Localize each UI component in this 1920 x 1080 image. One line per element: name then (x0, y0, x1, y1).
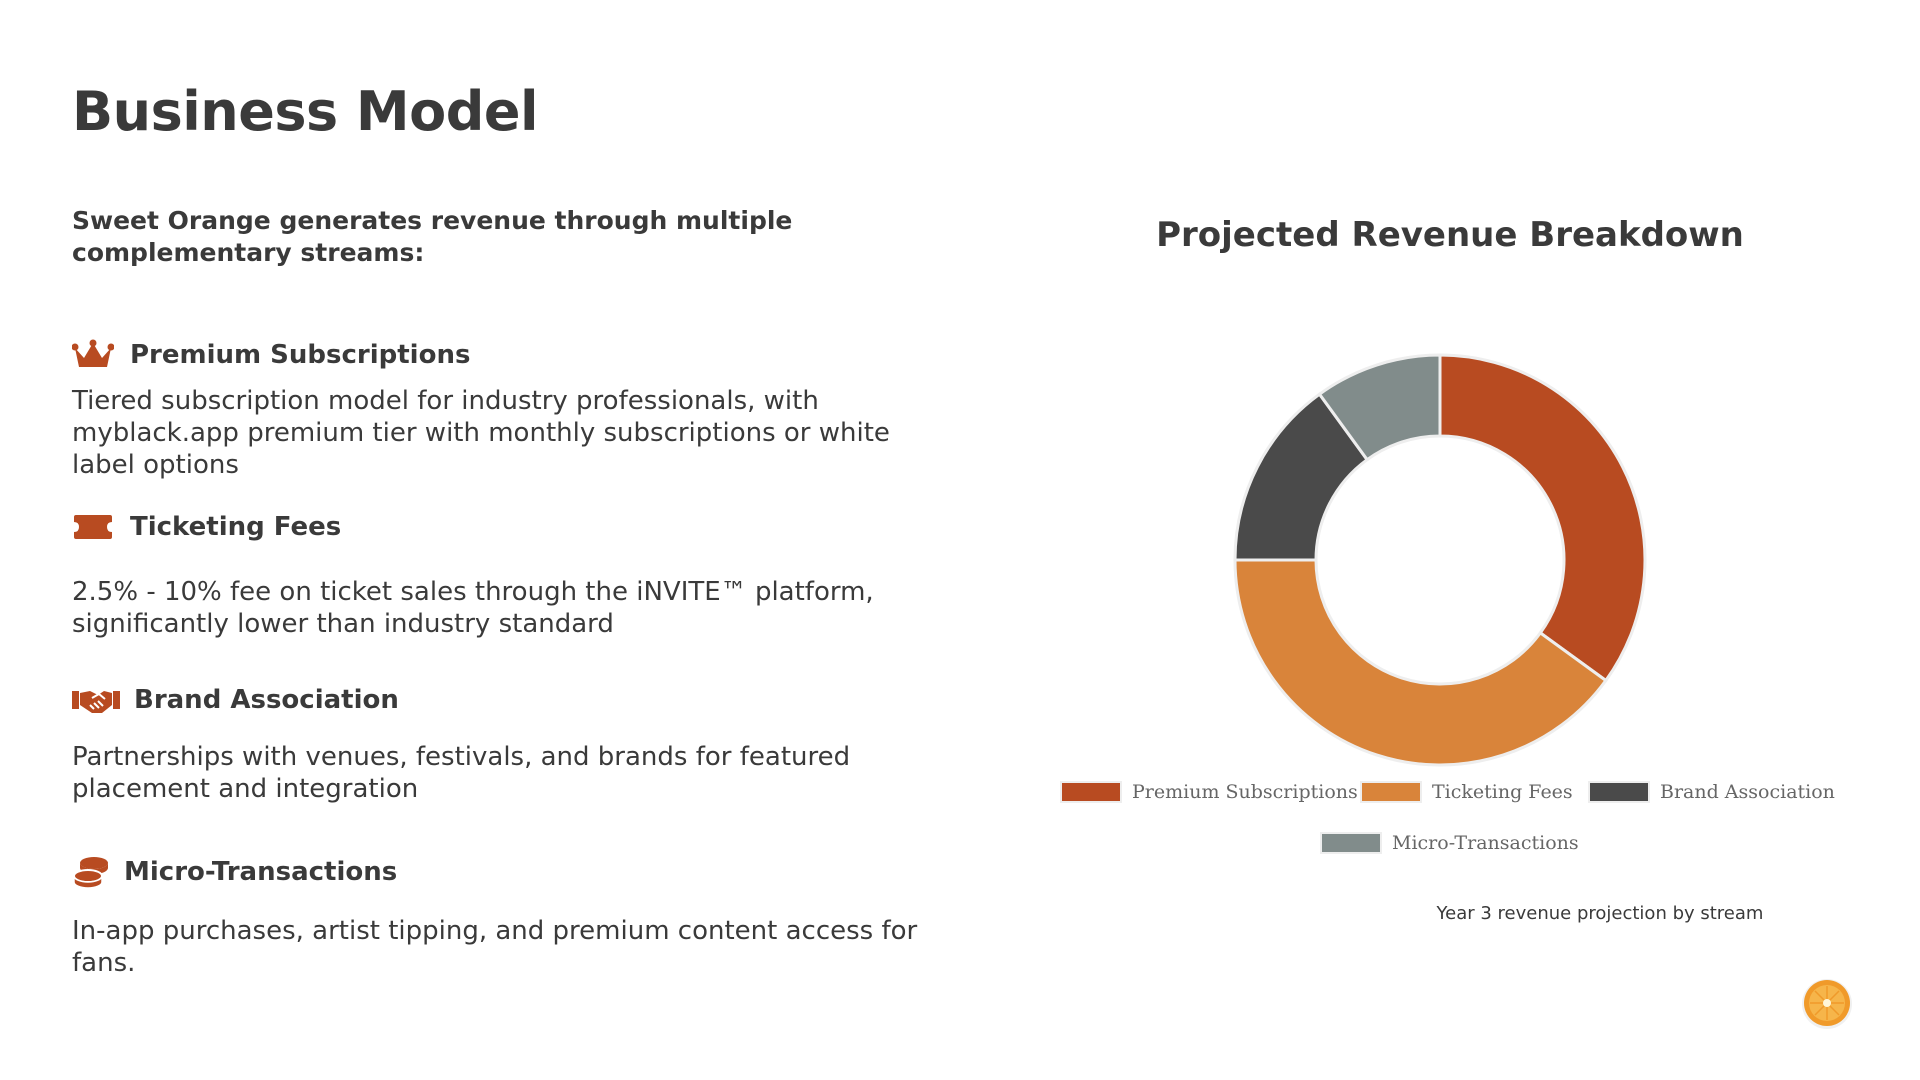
donut-slice-ticketing-fees[interactable] (1233, 558, 1608, 767)
stream-micro-transactions: Micro-Transactions In-app purchases, art… (72, 852, 952, 979)
legend-label: Brand Association (1660, 781, 1835, 803)
legend-swatch (1322, 834, 1380, 852)
stream-brand-association: Brand Association Partnerships with venu… (72, 680, 952, 805)
stream-description: 2.5% - 10% fee on ticket sales through t… (72, 577, 874, 639)
stream-description: Partnerships with venues, festivals, and… (72, 742, 851, 804)
intro-text: Sweet Orange generates revenue through m… (72, 206, 793, 267)
stream-description: Tiered subscription model for industry p… (72, 386, 890, 480)
orange-logo-icon[interactable] (1800, 976, 1854, 1030)
legend-item-micro-transactions[interactable]: Micro-Transactions (1322, 832, 1579, 854)
legend-swatch (1362, 783, 1420, 801)
crown-icon (72, 337, 116, 373)
legend-label: Premium Subscriptions (1132, 781, 1358, 803)
stream-description: In-app purchases, artist tipping, and pr… (72, 916, 918, 978)
stream-title: Micro-Transactions (124, 857, 398, 887)
stream-title: Premium Subscriptions (130, 340, 471, 370)
donut-slice-premium-subscriptions[interactable] (1438, 353, 1647, 683)
page-title: Business Model (72, 80, 539, 143)
legend-item-ticketing-fees[interactable]: Ticketing Fees (1362, 781, 1573, 803)
legend-item-premium-subscriptions[interactable]: Premium Subscriptions (1062, 781, 1358, 803)
revenue-donut-chart (1233, 353, 1647, 767)
stream-premium-subscriptions: Premium Subscriptions Tiered subscriptio… (72, 335, 952, 481)
legend-swatch (1062, 783, 1120, 801)
stream-ticketing-fees: Ticketing Fees 2.5% - 10% fee on ticket … (72, 507, 952, 640)
handshake-icon (72, 682, 120, 718)
coins-icon (72, 854, 110, 890)
donut-slice-micro-transactions[interactable] (1317, 353, 1442, 462)
chart-title: Projected Revenue Breakdown (1156, 215, 1744, 255)
ticket-icon (72, 509, 116, 545)
legend-swatch (1590, 783, 1648, 801)
stream-title: Ticketing Fees (130, 512, 342, 542)
stream-title: Brand Association (134, 685, 399, 715)
legend-label: Ticketing Fees (1432, 781, 1573, 803)
legend-label: Micro-Transactions (1392, 832, 1579, 854)
legend-item-brand-association[interactable]: Brand Association (1590, 781, 1835, 803)
chart-caption: Year 3 revenue projection by stream (1436, 903, 1764, 924)
